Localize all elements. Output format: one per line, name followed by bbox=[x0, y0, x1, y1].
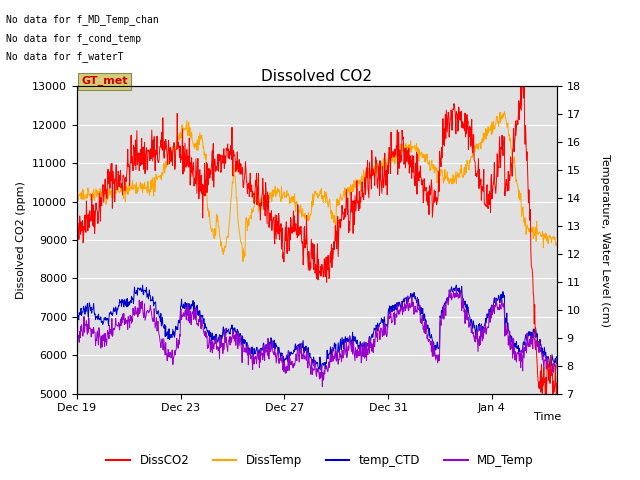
Text: No data for f_cond_temp: No data for f_cond_temp bbox=[6, 33, 141, 44]
Text: GT_met: GT_met bbox=[82, 76, 128, 86]
Text: No data for f_MD_Temp_chan: No data for f_MD_Temp_chan bbox=[6, 14, 159, 25]
Y-axis label: Temperature, Water Level (cm): Temperature, Water Level (cm) bbox=[600, 154, 610, 326]
Text: No data for f_waterT: No data for f_waterT bbox=[6, 51, 124, 62]
Y-axis label: Dissolved CO2 (ppm): Dissolved CO2 (ppm) bbox=[17, 181, 26, 299]
X-axis label: Time: Time bbox=[534, 412, 562, 422]
Legend: DissCO2, DissTemp, temp_CTD, MD_Temp: DissCO2, DissTemp, temp_CTD, MD_Temp bbox=[102, 449, 538, 472]
Title: Dissolved CO2: Dissolved CO2 bbox=[261, 69, 372, 84]
